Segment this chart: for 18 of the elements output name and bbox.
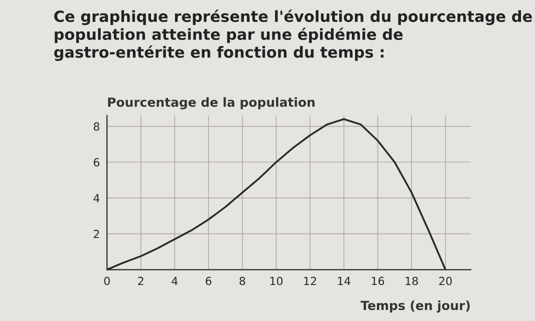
y-tick-label: 4 bbox=[94, 194, 100, 202]
y-tick-label: 8 bbox=[94, 122, 100, 131]
x-tick-label: 4 bbox=[172, 276, 178, 286]
chart-title: Ce graphique représente l'évolution du pourcentage de population atteinte par une épidémie de gastro-entérite en fonction du temps : bbox=[54, 10, 532, 61]
x-tick-label: 20 bbox=[439, 276, 452, 286]
x-tick-label: 0 bbox=[104, 276, 110, 286]
x-axis-title: Temps (en jour) bbox=[360, 300, 470, 313]
x-tick-label: 2 bbox=[138, 276, 144, 286]
x-tick-label: 12 bbox=[304, 276, 316, 286]
y-axis-title: Pourcentage de la population bbox=[108, 97, 315, 110]
y-tick-label: 2 bbox=[94, 230, 99, 238]
x-tick-label: 8 bbox=[240, 276, 246, 286]
x-tick-label: 10 bbox=[270, 276, 283, 286]
x-tick-label: 14 bbox=[338, 276, 350, 286]
x-tick-label: 6 bbox=[206, 276, 212, 286]
x-tick-label: 16 bbox=[372, 276, 384, 286]
y-tick-label: 6 bbox=[94, 158, 100, 167]
x-tick-label: 18 bbox=[406, 276, 418, 286]
